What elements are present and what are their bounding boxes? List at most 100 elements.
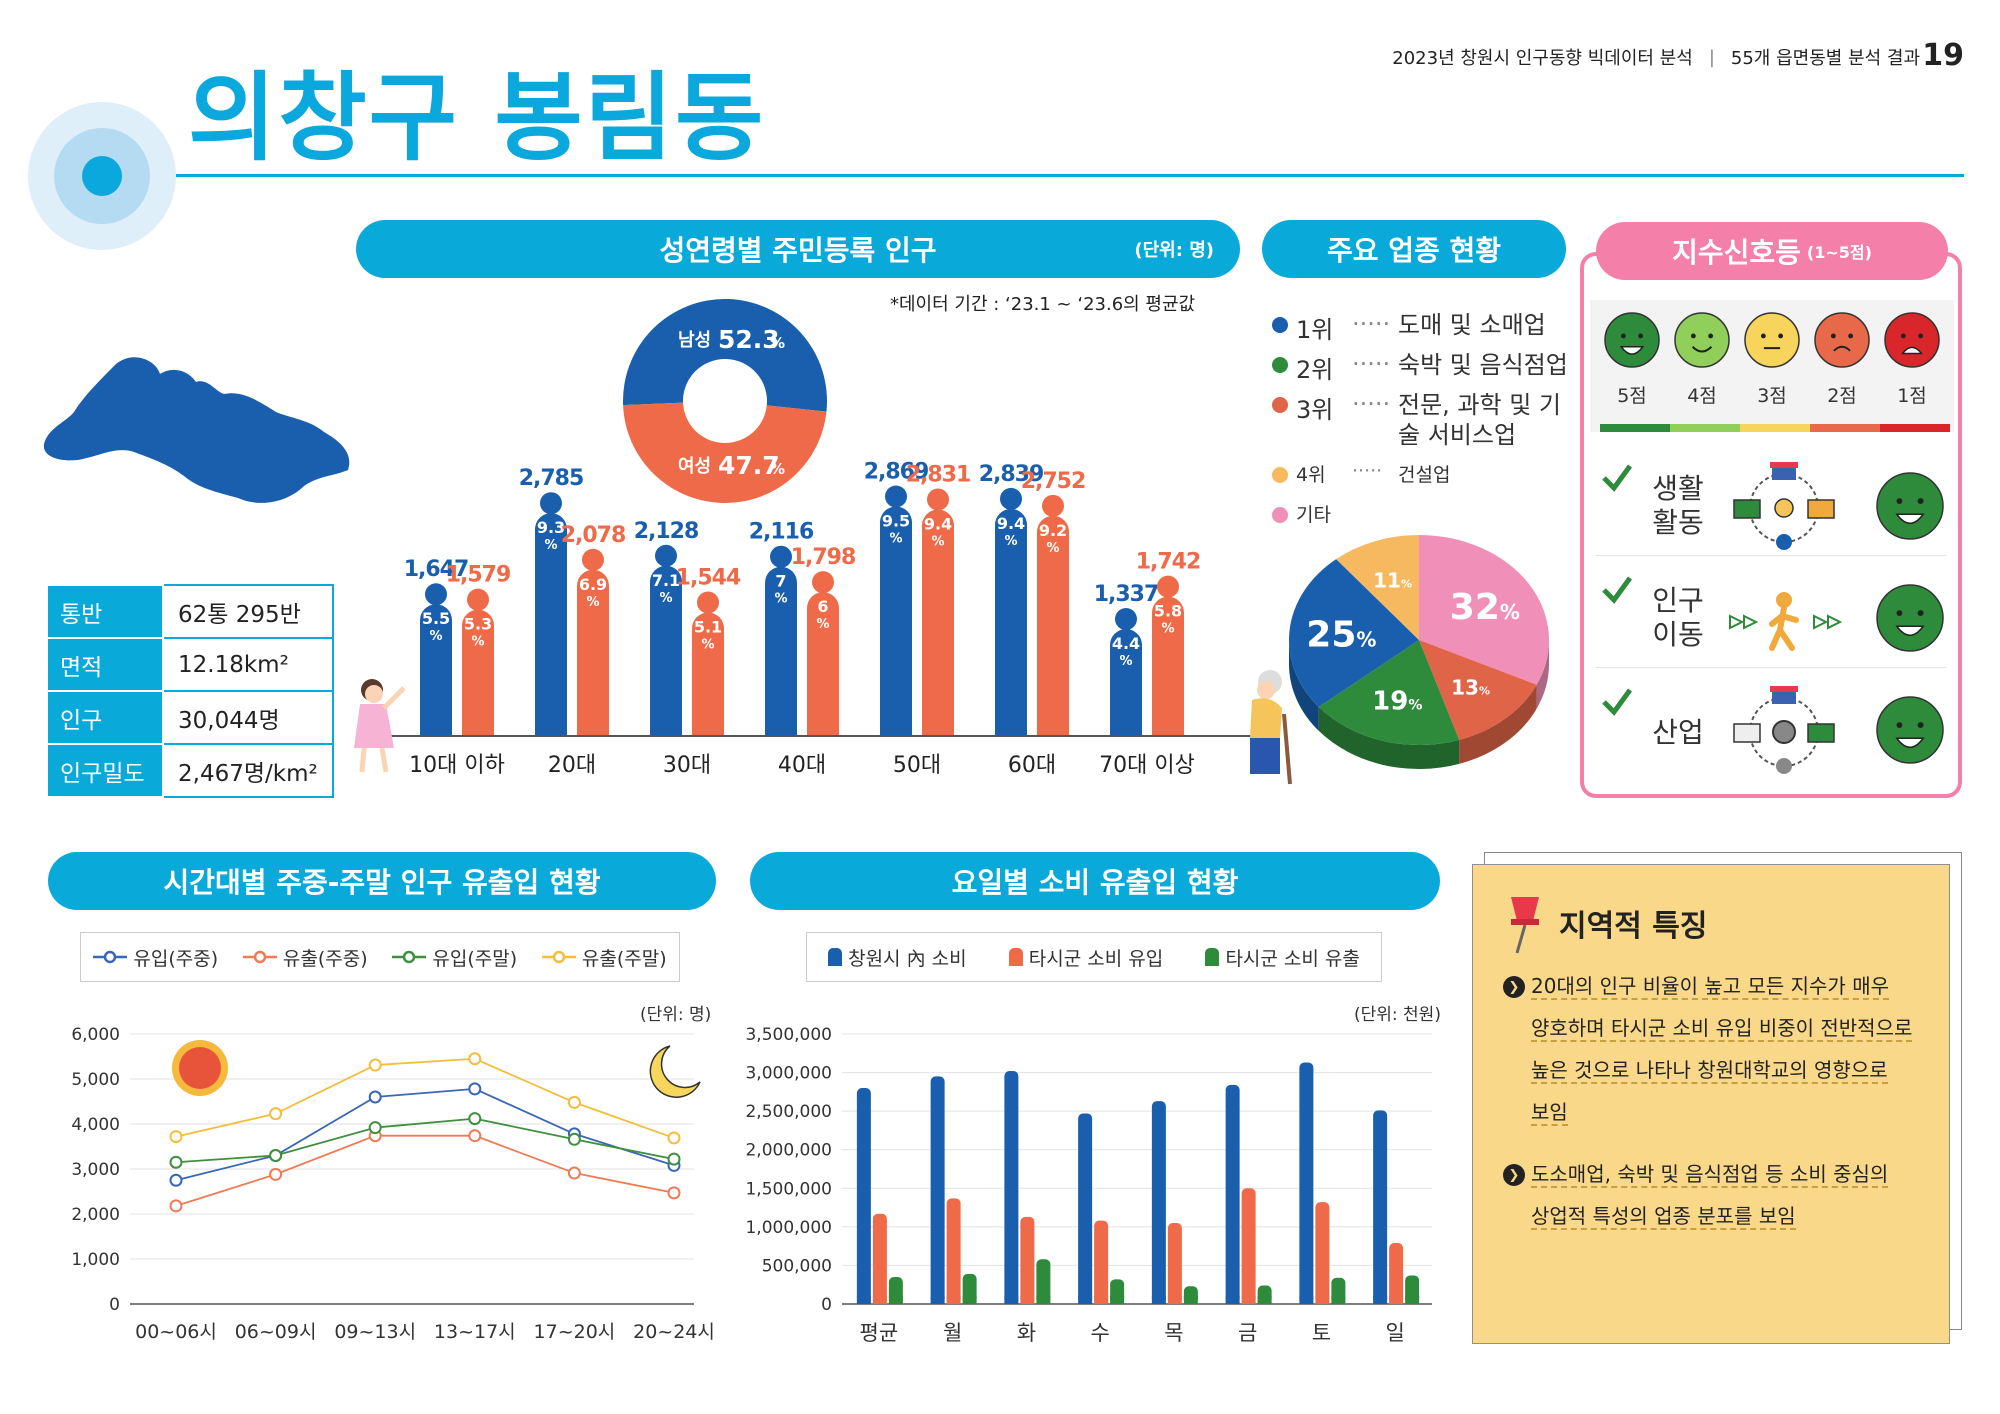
consume-bar-base [1020, 1296, 1035, 1304]
feature-line: 도소매업, 숙박 및 음식점업 등 소비 중심의 [1531, 1153, 1933, 1195]
pop-bar-base-male [995, 716, 1027, 736]
score-face-icon [1884, 312, 1940, 368]
consume-bar [1020, 1216, 1035, 1304]
population-title: 성연령별 주민등록 인구 [659, 234, 937, 267]
series-point [667, 1131, 681, 1145]
pop-value-male: 1,647 [404, 557, 469, 582]
pop-bar-head-male [885, 485, 907, 508]
feature-line: 양호하며 타시군 소비 유입 비중이 전반적으로 [1531, 1007, 1933, 1049]
consume-bar [1225, 1084, 1240, 1304]
consume-bar-base [1183, 1296, 1198, 1304]
series-point [468, 1052, 482, 1066]
consume-bar [1036, 1259, 1051, 1304]
consume-bar [1167, 1223, 1182, 1304]
x-tick-label: 평균 [860, 1321, 899, 1345]
consume-bar [930, 1076, 945, 1304]
pop-pct-female: 6.9 [579, 575, 607, 594]
score-label: 1점 [1897, 385, 1927, 407]
pop-bar-base-female [1152, 716, 1184, 736]
signal-item: 생활 활동 [1596, 456, 1946, 556]
series-point [169, 1130, 183, 1144]
report-title: 2023년 창원시 인구동향 빅데이터 분석 [1392, 48, 1693, 69]
consume-bar-base [888, 1296, 903, 1304]
timeflow-line-chart: 6,000 5,000 4,000 3,000 2,000 1,000 0 00~06시 06~… [71, 1025, 715, 1343]
y-tick-label: 2,000 [71, 1205, 120, 1225]
legend-label: 유출(주중) [282, 947, 368, 970]
x-tick-label: 00~06시 [135, 1321, 217, 1343]
x-tick-label: 토 [1312, 1321, 1331, 1345]
info-key: 인구밀도 [48, 743, 164, 798]
check-icon [1602, 688, 1633, 716]
y-tick-label: 2,500,000 [745, 1102, 832, 1122]
pop-pct-male: 7 [775, 572, 786, 591]
series-point [368, 1090, 382, 1104]
girl-illustration [354, 679, 406, 773]
pop-pct-female: 9.2 [1039, 521, 1067, 540]
x-tick-label: 17~20시 [534, 1321, 616, 1343]
pop-pct-male: 9.5 [882, 511, 910, 530]
legend-item: 타시군 소비 유입 [1008, 944, 1164, 971]
pop-bar-head-female [812, 571, 834, 594]
pop-pct-female: 6 [817, 597, 828, 616]
pop-bar-male [535, 513, 567, 736]
age-label: 10대 이하 [409, 753, 505, 778]
rank-label: 기타 [1296, 504, 1331, 526]
y-tick-label: 1,000 [71, 1250, 120, 1270]
pop-bar-female [577, 569, 609, 736]
feature-line: 상업적 특성의 업종 분포를 보임 [1531, 1195, 1933, 1237]
industry-section-header: 주요 업종 현황 [1262, 220, 1566, 278]
consume-bar [1004, 1071, 1019, 1304]
table-row: 통반 62통 295반 [48, 584, 334, 639]
pop-pct-female: 9.4 [924, 515, 952, 534]
pop-pct-male: 5.5 [422, 609, 450, 628]
pushpin-icon [1511, 897, 1539, 954]
series-point [368, 1058, 382, 1072]
score-face-icon [1674, 312, 1730, 368]
pop-bar-female [462, 609, 494, 736]
pop-bar-head-female [582, 548, 604, 571]
age-label: 20대 [548, 753, 596, 778]
series-line [175, 1087, 675, 1182]
district-map [43, 357, 350, 503]
score-bar-segment [1810, 424, 1880, 432]
pop-bar-head-female [1042, 494, 1064, 517]
y-tick-label: 3,000 [71, 1160, 120, 1180]
pop-pct-sign: % [429, 629, 442, 644]
series-line [175, 1057, 675, 1139]
pop-bar-base-male [765, 716, 797, 736]
legend-label: 타시군 소비 유입 [1028, 947, 1164, 970]
consume-bar [856, 1088, 871, 1304]
consume-bar-chart: 3,500,000 3,000,000 2,500,000 2,000,000 1,50… [745, 1025, 1432, 1345]
rank-dots: ····· [1352, 350, 1391, 378]
x-tick-label: 06~09시 [235, 1321, 317, 1343]
pop-bar-male [995, 508, 1027, 736]
age-label: 40대 [778, 753, 826, 778]
x-tick-label: 09~13시 [334, 1321, 416, 1343]
pop-bar-female [922, 509, 954, 736]
feature-box: 지역적 특징 ❯ 20대의 인구 비율이 높고 모든 지수가 매우 양호하며 타시군… [1472, 864, 1950, 1344]
pop-value-female: 2,831 [906, 463, 971, 488]
female-slice [623, 402, 827, 503]
signal-section-header: 지수신호등 (1~5점) [1596, 222, 1948, 280]
pie-slice [1419, 535, 1549, 685]
consume-bar-base [856, 1296, 871, 1304]
series-point [567, 1132, 581, 1146]
feature-line-text: 양호하며 타시군 소비 유입 비중이 전반적으로 [1531, 1016, 1913, 1042]
score-faces-svg: 5점 4점 3점 2점 1점 [1604, 312, 1940, 407]
rank-dot-icon [1272, 317, 1288, 333]
female-pct-sign: % [770, 460, 785, 478]
pop-bar-female [1037, 515, 1069, 736]
pop-bar-male [1110, 629, 1142, 736]
timeflow-unit: (단위: 명) [640, 1005, 712, 1025]
consume-bar-base [1151, 1296, 1166, 1304]
pop-bar-head-female [927, 488, 949, 511]
y-tick-label: 1,000,000 [745, 1218, 832, 1238]
rank-label: 2위 [1296, 356, 1334, 384]
pop-bar-female [807, 592, 839, 736]
consume-bar-base [1315, 1296, 1330, 1304]
legend-item: 창원시 內 소비 [828, 944, 967, 971]
pop-bar-base-male [1110, 716, 1142, 736]
pop-bar-female [1152, 596, 1184, 736]
signal-item-label: 생활 [1652, 472, 1704, 505]
